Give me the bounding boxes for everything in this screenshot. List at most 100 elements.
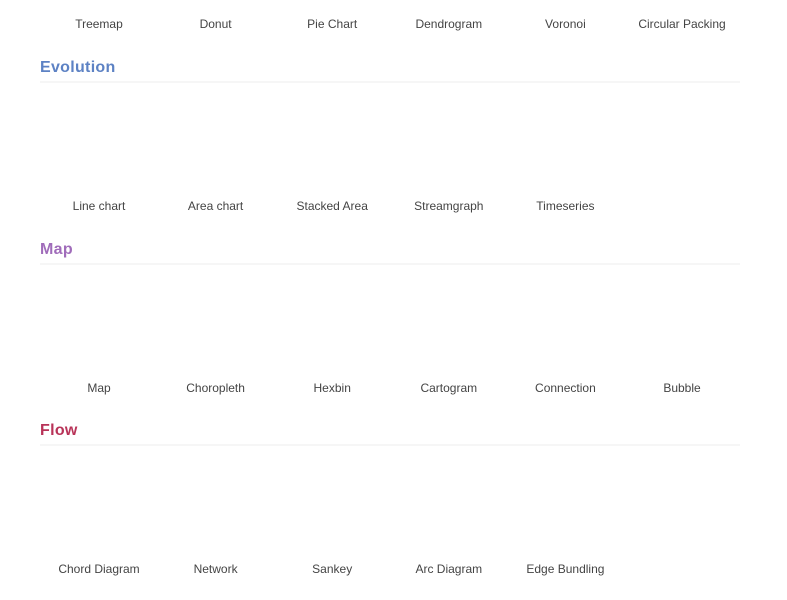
icon-dot [586, 100, 592, 106]
icon-border [246, 316, 256, 381]
icon-cell [463, 288, 472, 299]
icon-dot [586, 182, 592, 188]
icon-bg [394, 0, 504, 17]
icon-shape [338, 320, 348, 332]
icon-arc [565, 302, 590, 336]
item-label: Line chart [73, 199, 126, 213]
gallery-item[interactable] [277, 0, 387, 17]
item-label: Edge Bundling [526, 562, 604, 576]
icon-bubble [637, 356, 647, 366]
icon-edge [241, 502, 256, 517]
icon-cell [427, 321, 436, 332]
icon-dot [465, 513, 469, 517]
gallery-item[interactable] [394, 271, 504, 381]
gallery-item[interactable] [156, 89, 276, 204]
icon-bg [394, 89, 504, 199]
icon-cell [427, 332, 436, 343]
gallery-item[interactable] [627, 271, 742, 386]
icon-shape [327, 300, 337, 312]
icon-shape [294, 320, 304, 332]
icon-shape [49, 311, 61, 331]
icon-dot [539, 100, 545, 106]
icon-dot [522, 118, 528, 124]
icon-bundle [536, 477, 566, 549]
icon-bg [161, 452, 271, 562]
icon-tick [608, 518, 614, 520]
icon-border [535, 316, 545, 381]
icon-shape [311, 330, 321, 342]
gallery-item[interactable] [389, 89, 509, 199]
gallery-item[interactable] [394, 452, 504, 562]
section-title: Map [40, 241, 73, 258]
icon-edge [176, 482, 191, 497]
icon-cell [472, 321, 481, 332]
icon-shape [355, 290, 365, 302]
icon-edge [226, 472, 241, 502]
icon-cell [454, 365, 463, 376]
icon-tick [604, 529, 609, 532]
icon-cell [454, 277, 463, 288]
gallery-item[interactable] [394, 0, 504, 17]
gallery-item[interactable] [272, 89, 392, 204]
icon-shape [511, 132, 527, 156]
icon-cell [418, 321, 427, 332]
gallery-item[interactable] [510, 452, 620, 562]
icon-cell [436, 343, 445, 354]
icon-shape [355, 310, 365, 322]
icon-tick [540, 464, 543, 469]
icon-tick [597, 538, 601, 542]
gallery-item[interactable] [161, 271, 276, 386]
icon-flow [300, 469, 367, 487]
gallery-item[interactable] [44, 452, 154, 562]
gallery-item[interactable] [510, 89, 620, 199]
gallery-item[interactable] [510, 0, 620, 17]
item-label: Streamgraph [414, 199, 483, 213]
icon-cell [454, 343, 463, 354]
icon-cell [445, 365, 454, 376]
item-label: Timeseries [536, 199, 594, 213]
icon-cell [463, 354, 472, 365]
section-title: Flow [40, 422, 78, 439]
icon-border [117, 316, 127, 381]
gallery-item[interactable] [510, 271, 625, 386]
gallery-item[interactable] [277, 452, 387, 562]
gallery-item[interactable] [161, 452, 271, 562]
icon-dot [532, 353, 538, 359]
icon-cell [463, 332, 472, 343]
icon-tick [552, 459, 554, 465]
item-label: Sankey [312, 562, 352, 576]
item-label: Cartogram [420, 381, 477, 395]
gallery-item[interactable] [44, 0, 154, 17]
icon-shape [515, 311, 527, 331]
icon-dot [522, 165, 528, 171]
gallery-item[interactable] [161, 0, 271, 17]
icon-tick [604, 482, 609, 485]
gallery-item[interactable] [277, 271, 387, 381]
item-label: Hexbin [314, 381, 351, 395]
icon-shape [294, 300, 304, 312]
gallery-item[interactable] [627, 0, 737, 17]
icon-bundle [523, 505, 576, 548]
icon-node [367, 465, 375, 549]
icon-bg [394, 271, 504, 381]
icon-bg [510, 89, 620, 199]
icon-shape [300, 310, 310, 322]
icon-cell [445, 332, 454, 343]
icon-edge [196, 502, 206, 527]
icon-shape [344, 330, 354, 342]
icon-chord [57, 487, 129, 549]
icon-border [652, 316, 662, 381]
section-title: Evolution [40, 59, 116, 76]
icon-arc [565, 316, 605, 336]
icon-dot [435, 513, 439, 517]
icon-shape [166, 311, 178, 331]
icon-shape [305, 340, 315, 352]
icon-shape [338, 300, 348, 312]
icon-shape [54, 276, 159, 386]
gallery-item[interactable] [44, 89, 154, 199]
gallery-item[interactable] [44, 271, 159, 386]
icon-shape [349, 320, 359, 332]
icon-shape [305, 300, 315, 312]
icon-cell [436, 321, 445, 332]
